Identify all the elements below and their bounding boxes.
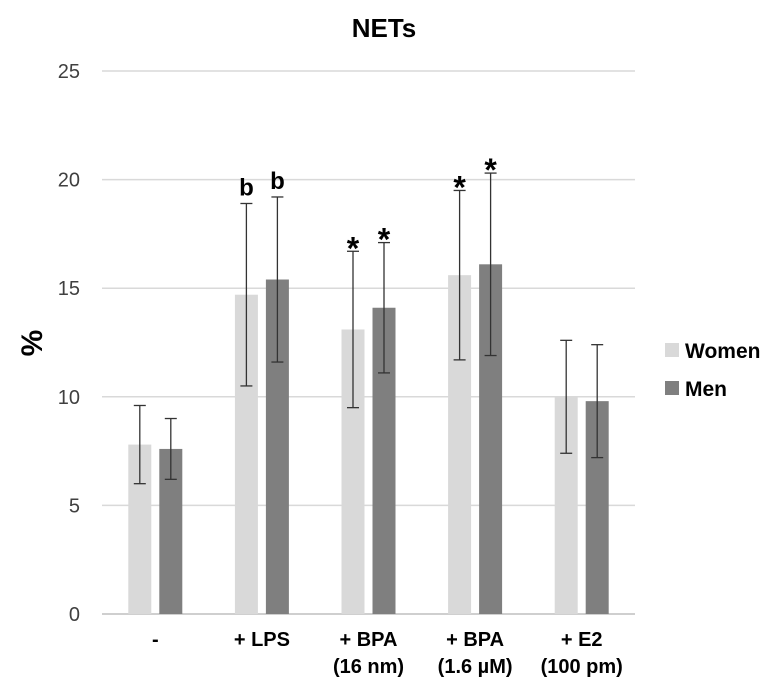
legend-label-men: Men: [685, 378, 727, 401]
y-tick-label: 15: [58, 278, 80, 300]
bar-men: [479, 264, 503, 614]
y-tick-label: 25: [58, 61, 80, 83]
x-category-label: (100 pm): [541, 656, 623, 678]
chart-title: NETs: [352, 13, 417, 43]
y-tick-label: 0: [69, 604, 80, 626]
significance-letter: b: [270, 168, 285, 195]
significance-annotations: b b * * * *: [239, 152, 497, 266]
x-category-label: + BPA: [340, 629, 398, 651]
x-category-label: + LPS: [234, 629, 290, 651]
x-category-label: (16 nm): [333, 656, 404, 678]
x-category-label: (1.6 µM): [438, 656, 513, 678]
significance-letter: b: [239, 174, 254, 201]
x-category-label: + BPA: [446, 629, 504, 651]
y-tick-label: 20: [58, 170, 80, 192]
bar-men: [265, 279, 289, 614]
error-bars: [133, 172, 604, 485]
bar-women: [554, 396, 578, 614]
significance-star: *: [347, 230, 360, 266]
x-category-label: -: [152, 629, 159, 651]
significance-star: *: [484, 152, 497, 188]
bar-men: [372, 307, 396, 614]
legend-swatch-women: [665, 343, 679, 357]
bar-men: [585, 401, 609, 614]
significance-star: *: [378, 222, 391, 258]
gridlines: [102, 70, 635, 615]
y-tick-label: 5: [69, 495, 80, 517]
bar-women: [341, 329, 365, 614]
x-category-label: + E2: [561, 629, 603, 651]
y-axis-label: %: [16, 330, 49, 357]
y-tick-label: 10: [58, 387, 80, 409]
bar-women: [128, 444, 152, 614]
bar-women: [234, 294, 258, 614]
legend-label-women: Women: [685, 340, 760, 363]
y-tick-labels: 0 5 10 15 20 25: [58, 61, 80, 626]
legend-swatch-men: [665, 381, 679, 395]
x-category-labels: - + LPS + BPA (16 nm) + BPA (1.6 µM) + E2 (100 …: [152, 629, 623, 678]
significance-star: *: [453, 169, 466, 205]
legend: Women Men: [665, 340, 760, 401]
bar-men: [159, 448, 183, 614]
bars: [128, 264, 609, 614]
